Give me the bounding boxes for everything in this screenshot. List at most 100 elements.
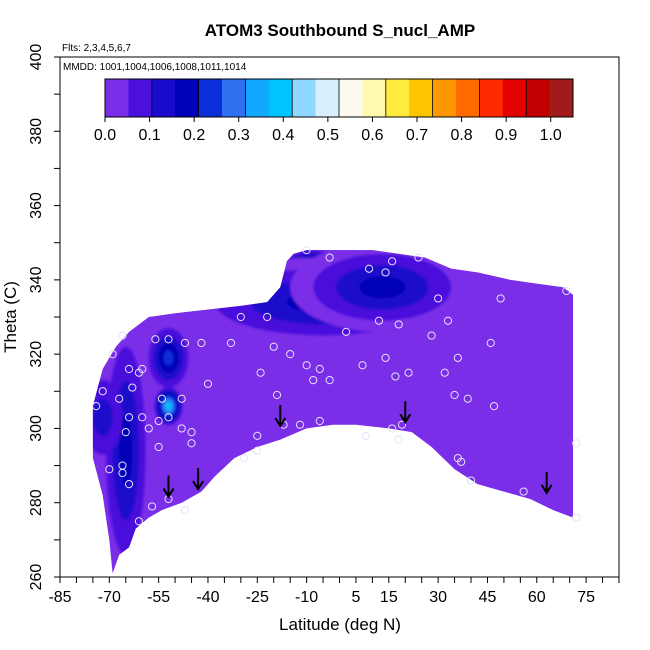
sample-point (272, 390, 282, 400)
colorbar-tick-label: 0.1 (138, 127, 160, 144)
sample-point (404, 368, 413, 377)
sample-point (157, 394, 167, 403)
sample-point (124, 413, 134, 422)
sample-point (489, 402, 499, 411)
sample-point (197, 338, 206, 348)
sample-point (180, 338, 190, 348)
arrow-head (399, 413, 412, 425)
y-tick-label: 340 (28, 266, 45, 293)
sample-point (457, 457, 466, 466)
blob-7-level-2 (92, 398, 113, 436)
sample-point (253, 431, 262, 440)
sample-point (434, 294, 443, 303)
sample-point (144, 424, 153, 433)
colorbar-segment (385, 79, 410, 117)
dates-note: MMDD: 1001,1004,1006,1008,1011,1014 (63, 62, 247, 73)
sample-point (151, 335, 160, 344)
blob-3-level-4 (359, 276, 406, 299)
y-tick-label: 380 (28, 118, 45, 145)
sample-point (154, 416, 163, 426)
sample-point (414, 253, 423, 262)
colorbar-segment (268, 79, 293, 117)
x-tick-label: 5 (351, 589, 360, 606)
sample-point (315, 416, 324, 426)
arrow-marker (540, 471, 553, 495)
colorbar-tick-label: 0.6 (361, 127, 383, 144)
heat-blobs (92, 250, 475, 555)
arrow-head (162, 488, 175, 499)
sample-point (164, 335, 173, 344)
sample-point (118, 461, 127, 470)
y-tick-label: 260 (28, 564, 45, 591)
arrow-marker (274, 405, 287, 428)
sample-point (302, 246, 311, 255)
sample-point (562, 286, 571, 296)
sample-point (463, 394, 472, 403)
sample-point (177, 394, 186, 403)
colorbar-segment (105, 79, 129, 117)
colorbar-segment (198, 79, 223, 117)
colorbar-segment (245, 79, 270, 117)
colorbar-tick-label: 1.0 (540, 127, 562, 144)
sample-point (98, 387, 107, 396)
sample-point (466, 476, 476, 485)
arrow-marker (399, 401, 412, 425)
sample-point (364, 264, 374, 273)
sample-point (134, 517, 144, 526)
x-tick-label: -85 (48, 589, 71, 606)
y-tick-label: 280 (28, 489, 45, 516)
y-tick-label: 320 (28, 341, 45, 368)
colorbar-tick-label: 0.0 (94, 127, 116, 144)
sample-point (187, 428, 196, 437)
sample-point (519, 487, 528, 496)
x-tick-label: -10 (295, 589, 318, 606)
sample-point (236, 312, 245, 322)
arrow-head (192, 480, 204, 492)
sample-point (269, 342, 278, 351)
colorbar-segment (432, 79, 457, 117)
arrow-marker (192, 468, 204, 492)
sample-point (486, 338, 495, 348)
sample-point (253, 446, 262, 455)
sample-point (187, 439, 196, 448)
colorbar-segment (128, 79, 153, 117)
sample-point (572, 513, 581, 522)
colorbar-tick-label: 0.8 (450, 127, 472, 144)
sample-point (286, 350, 295, 359)
sample-point (295, 420, 305, 429)
colorbar-segment (479, 79, 504, 117)
sample-point (358, 361, 367, 370)
x-axis: -85 -70 -55 -40 -25 -10 5 15 30 45 60 75 (48, 577, 620, 606)
sample-point (177, 424, 186, 433)
sample-point (147, 502, 157, 511)
colorbar-tick-label: 0.5 (317, 127, 339, 144)
y-tick-label: 400 (28, 44, 45, 71)
colorbar-segment (151, 79, 176, 117)
x-tick-label: 60 (528, 589, 546, 606)
sample-point (325, 376, 334, 385)
colorbar-tick-label: 0.7 (406, 127, 428, 144)
blob-5-level-4 (163, 350, 174, 366)
x-tick-label: 45 (479, 589, 497, 606)
colorbar-segment (175, 79, 200, 117)
sample-point (226, 338, 236, 348)
sample-point (128, 383, 137, 392)
colorbar-tick-label: 0.9 (495, 127, 517, 144)
x-tick-label: -55 (147, 589, 170, 606)
sample-point (138, 413, 147, 422)
colorbar: 0.0 0.1 0.2 0.3 0.4 0.5 0.6 0.7 0.8 0.9 1.0 (94, 78, 574, 144)
sample-point (315, 364, 324, 374)
sample-point (391, 372, 400, 381)
x-tick-label: -40 (196, 589, 219, 606)
sample-point (256, 368, 265, 377)
sample-point (374, 316, 384, 325)
sample-point (309, 376, 318, 385)
sample-points (92, 246, 581, 526)
sample-point (240, 454, 249, 463)
sample-point (118, 331, 127, 340)
x-tick-label: 30 (429, 589, 447, 606)
colorbar-segment (339, 79, 363, 117)
sample-point (572, 439, 581, 448)
sample-point (394, 320, 403, 329)
arrow-head (540, 484, 553, 495)
